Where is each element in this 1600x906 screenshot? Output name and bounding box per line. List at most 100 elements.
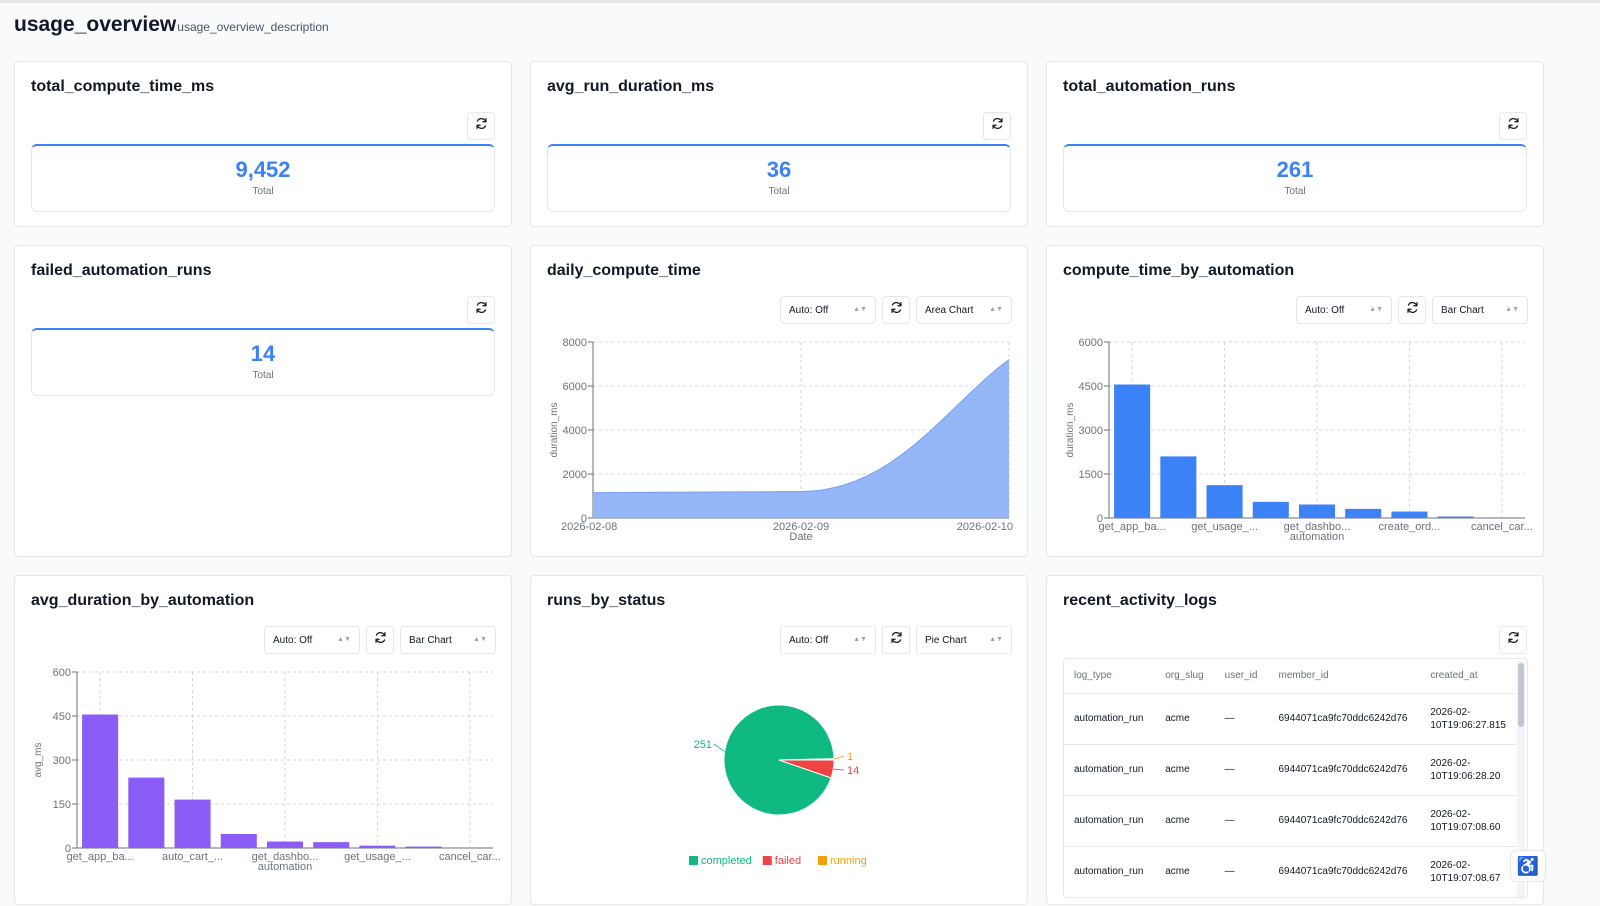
column-header[interactable]: org_slug: [1155, 659, 1215, 694]
card-title: compute_time_by_automation: [1063, 262, 1295, 279]
bar: [1206, 485, 1243, 518]
refresh-icon: [991, 117, 1004, 135]
bar: [266, 841, 304, 848]
stat-label: Total: [1284, 186, 1306, 197]
x-tick-label: get_usage_...: [1191, 521, 1258, 533]
refresh-button[interactable]: [366, 626, 394, 654]
card-title: avg_run_duration_ms: [547, 78, 715, 95]
chart-type-select[interactable]: Bar Chart ▲▼: [1432, 296, 1528, 324]
y-tick-label: 0: [581, 513, 587, 525]
scrollbar-thumb[interactable]: [1518, 663, 1524, 727]
cell-user-id: —: [1214, 795, 1269, 847]
y-axis-label: duration_ms: [549, 402, 560, 457]
column-header[interactable]: created_at: [1420, 659, 1516, 694]
refresh-button[interactable]: [1499, 626, 1527, 654]
refresh-button[interactable]: [1398, 296, 1426, 324]
x-axis-label: automation: [1290, 531, 1344, 543]
page-title: usage_overview: [14, 13, 177, 36]
stat-box: 36 Total: [547, 144, 1011, 212]
stat-value: 36: [766, 157, 792, 182]
area-chart: 02000400060008000duration_msDate2026-02-…: [549, 337, 1013, 543]
cell-created-at: 2026-02-10T19:06:28.20: [1420, 744, 1516, 796]
pie-value-label: 251: [694, 739, 712, 751]
chart-type-select[interactable]: Pie Chart ▲▼: [916, 626, 1012, 654]
table-header-row: log_type org_slug user_id member_id crea…: [1064, 659, 1516, 694]
x-tick-label: get_app_ba...: [1098, 521, 1165, 533]
column-header[interactable]: member_id: [1268, 659, 1421, 694]
x-tick-label: cancel_car...: [439, 851, 501, 863]
legend-label: completed: [701, 855, 752, 867]
refresh-button[interactable]: [882, 296, 910, 324]
table-row[interactable]: automation_run acme — 6944071ca9fc70ddc6…: [1064, 795, 1516, 847]
refresh-button[interactable]: [983, 112, 1011, 140]
chevron-updown-icon: ▲▼: [989, 636, 1003, 643]
y-tick-label: 600: [53, 667, 71, 679]
column-header[interactable]: log_type: [1064, 659, 1156, 694]
stat-label: Total: [252, 370, 274, 381]
area-fill: [593, 359, 1009, 518]
refresh-button[interactable]: [467, 112, 495, 140]
stat-value: 14: [250, 341, 276, 366]
accessibility-button[interactable]: ♿: [1510, 850, 1546, 882]
pie-leader-line: [833, 755, 845, 760]
stat-box: 9,452 Total: [31, 144, 495, 212]
refresh-button[interactable]: [882, 626, 910, 654]
cell-member-id: 6944071ca9fc70ddc6242d76: [1268, 693, 1421, 745]
cell-member-id: 6944071ca9fc70ddc6242d76: [1268, 846, 1421, 897]
x-tick-label: 2026-02-09: [773, 521, 829, 533]
x-tick-label: cancel_car...: [1471, 521, 1533, 533]
pie-value-label: 1: [847, 751, 853, 763]
x-tick-label: 2026-02-10: [957, 521, 1013, 533]
y-tick-label: 6000: [563, 381, 587, 393]
cell-org-slug: acme: [1155, 744, 1215, 796]
table-card-recent-logs: recent_activity_logs log_type org_slug u…: [1046, 575, 1544, 905]
auto-refresh-select[interactable]: Auto: Off ▲▼: [264, 626, 360, 654]
chart-type-select[interactable]: Bar Chart ▲▼: [400, 626, 496, 654]
bar: [1160, 456, 1197, 518]
table-row[interactable]: automation_run acme — 6944071ca9fc70ddc6…: [1064, 693, 1516, 745]
scrollbar-track[interactable]: [1517, 661, 1525, 897]
bar: [1252, 501, 1289, 518]
chart-type-select[interactable]: Area Chart ▲▼: [916, 296, 1012, 324]
refresh-button[interactable]: [467, 296, 495, 324]
x-tick-label: 2026-02-08: [561, 521, 617, 533]
refresh-button[interactable]: [1499, 112, 1527, 140]
chevron-updown-icon: ▲▼: [1505, 306, 1519, 313]
legend-swatch: [818, 856, 827, 865]
y-tick-label: 6000: [1079, 337, 1103, 349]
select-value: Bar Chart: [409, 634, 452, 646]
auto-refresh-select[interactable]: Auto: Off ▲▼: [780, 296, 876, 324]
legend-swatch: [689, 856, 698, 865]
select-value: Auto: Off: [789, 304, 829, 316]
y-tick-label: 3000: [1079, 425, 1103, 437]
stat-box: 14 Total: [31, 328, 495, 396]
table-row[interactable]: automation_run acme — 6944071ca9fc70ddc6…: [1064, 846, 1516, 897]
auto-refresh-select[interactable]: Auto: Off ▲▼: [1296, 296, 1392, 324]
select-value: Auto: Off: [789, 634, 829, 646]
x-tick-label: get_usage_...: [344, 851, 411, 863]
x-axis-label: Date: [789, 531, 812, 543]
cell-user-id: —: [1214, 693, 1269, 745]
y-tick-label: 450: [53, 711, 71, 723]
column-header[interactable]: user_id: [1214, 659, 1269, 694]
logs-table: log_type org_slug user_id member_id crea…: [1063, 658, 1528, 898]
bar-chart: 0 150 300 450 600 avg_ms automation get_app_ba.…: [33, 667, 501, 873]
cell-member-id: 6944071ca9fc70ddc6242d76: [1268, 744, 1421, 796]
pie-value-label: 14: [847, 765, 859, 777]
cell-log-type: automation_run: [1064, 795, 1156, 847]
table-row[interactable]: automation_run acme — 6944071ca9fc70ddc6…: [1064, 744, 1516, 796]
x-tick-label: get_app_ba...: [66, 851, 133, 863]
bar: [174, 799, 211, 848]
select-value: Area Chart: [925, 304, 974, 316]
page-header: usage_overview usage_overview_descriptio…: [14, 13, 329, 37]
y-tick-label: 4500: [1079, 381, 1103, 393]
card-title: daily_compute_time: [547, 262, 701, 279]
chevron-updown-icon: ▲▼: [1369, 306, 1383, 313]
refresh-icon: [475, 301, 488, 319]
refresh-icon: [1507, 117, 1520, 135]
bar-chart: 01500300045006000duration_msautomationge…: [1065, 337, 1533, 543]
chevron-updown-icon: ▲▼: [473, 636, 487, 643]
y-tick-label: 0: [1097, 513, 1103, 525]
auto-refresh-select[interactable]: Auto: Off ▲▼: [780, 626, 876, 654]
chevron-updown-icon: ▲▼: [853, 636, 867, 643]
